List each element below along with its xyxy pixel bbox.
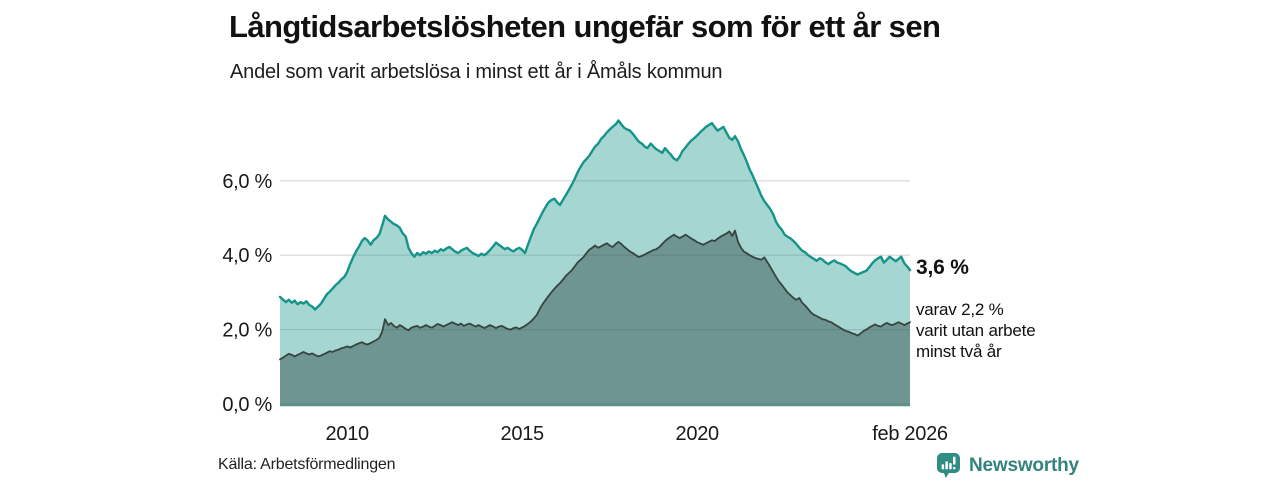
- newsworthy-bubble-chart-icon: [937, 453, 960, 478]
- latest-value-label: 3,6 %: [916, 256, 969, 279]
- newsworthy-logo[interactable]: Newsworthy: [936, 452, 1079, 479]
- x-axis-tick-label: 2010: [326, 423, 369, 445]
- source-label: Källa: Arbetsförmedlingen: [218, 456, 396, 473]
- x-axis-tick-label: feb 2026: [872, 423, 948, 445]
- area-unemployed-two-years: [280, 230, 910, 404]
- line-unemployed-two-years: [279, 229, 911, 361]
- page-title: Långtidsarbetslösheten ungefär som för e…: [229, 9, 941, 44]
- y-axis-tick-label: 6,0 %: [222, 171, 272, 193]
- area-unemployed-one-year: [280, 120, 910, 404]
- two-year-note-line3: minst två år: [916, 342, 1002, 361]
- y-axis-tick-label: 0,0 %: [222, 394, 272, 416]
- y-axis-tick-label: 4,0 %: [222, 245, 272, 267]
- newsworthy-wordmark: Newsworthy: [969, 454, 1079, 476]
- x-axis-tick-label: 2020: [676, 423, 719, 445]
- y-axis-tick-label: 2,0 %: [222, 320, 272, 342]
- page-subtitle: Andel som varit arbetslösa i minst ett å…: [230, 61, 723, 83]
- line-unemployed-one-year: [278, 119, 912, 311]
- two-year-note-line1: varav 2,2 %: [916, 300, 1004, 319]
- two-year-note-line2: varit utan arbete: [916, 321, 1036, 340]
- x-axis-tick-label: 2015: [501, 423, 544, 445]
- two-year-note: varav 2,2 % varit utan arbete minst två …: [916, 299, 1036, 362]
